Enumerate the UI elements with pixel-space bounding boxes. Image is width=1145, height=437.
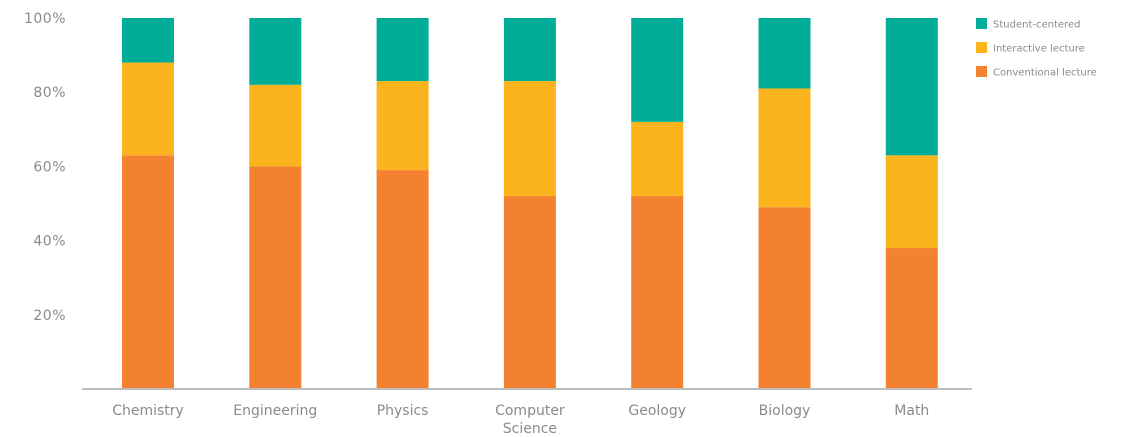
bar-physics-student-centered: [376, 18, 429, 82]
bar-chemistry-student-centered: [122, 18, 174, 63]
bar-math-student-centered: [885, 18, 938, 156]
bar-biology-interactive-lecture: [758, 88, 811, 208]
x-tick-label-engineering: Engineering: [233, 403, 317, 419]
bar-geology-student-centered: [631, 18, 684, 122]
x-tick-label-physics: Physics: [377, 403, 429, 419]
bar-biology-student-centered: [758, 18, 811, 89]
x-axis-labels: Chemistry Engineering Physics Computer Scien…: [112, 403, 929, 437]
x-tick-label-biology: Biology: [759, 403, 811, 419]
bar-computer-science-student-centered: [503, 18, 556, 82]
x-tick-label-math: Math: [894, 403, 929, 419]
bar-geology-conventional-lecture: [631, 196, 684, 389]
y-tick-label-80: 80%: [33, 85, 66, 101]
x-tick-label-geology: Geology: [628, 403, 686, 419]
y-tick-label-100: 100%: [24, 11, 66, 27]
bar-computer-science-interactive-lecture: [503, 81, 556, 197]
y-tick-label-20: 20%: [33, 308, 66, 324]
legend-label-conventional-lecture: Conventional lecture: [993, 68, 1097, 79]
x-tick-label-chemistry: Chemistry: [112, 403, 184, 419]
legend-label-interactive-lecture: Interactive lecture: [993, 44, 1085, 55]
bar-geology-interactive-lecture: [631, 121, 684, 197]
legend-swatch-interactive-lecture: [976, 42, 987, 53]
bar-engineering-conventional-lecture: [249, 166, 302, 389]
bar-biology-conventional-lecture: [758, 207, 811, 389]
legend-swatch-student-centered: [976, 18, 987, 29]
x-tick-label-computer-science: Computer Science: [495, 403, 565, 437]
bar-chemistry-interactive-lecture: [122, 62, 174, 156]
legend: Student-centered Interactive lecture Conve…: [976, 18, 1097, 79]
bar-computer-science-conventional-lecture: [503, 196, 556, 389]
legend-swatch-conventional-lecture: [976, 66, 987, 77]
bar-engineering-student-centered: [249, 18, 302, 85]
bar-physics-interactive-lecture: [376, 81, 429, 171]
bar-engineering-interactive-lecture: [249, 84, 302, 167]
bar-math-conventional-lecture: [885, 248, 938, 389]
y-tick-label-40: 40%: [33, 234, 66, 250]
bar-math-interactive-lecture: [885, 155, 938, 249]
y-tick-label-60: 60%: [33, 159, 66, 175]
legend-label-student-centered: Student-centered: [993, 20, 1080, 31]
bars: [122, 18, 938, 389]
bar-chemistry-conventional-lecture: [122, 155, 174, 389]
bar-physics-conventional-lecture: [376, 170, 429, 389]
y-axis-ticks: 20% 40% 60% 80% 100%: [24, 11, 66, 324]
